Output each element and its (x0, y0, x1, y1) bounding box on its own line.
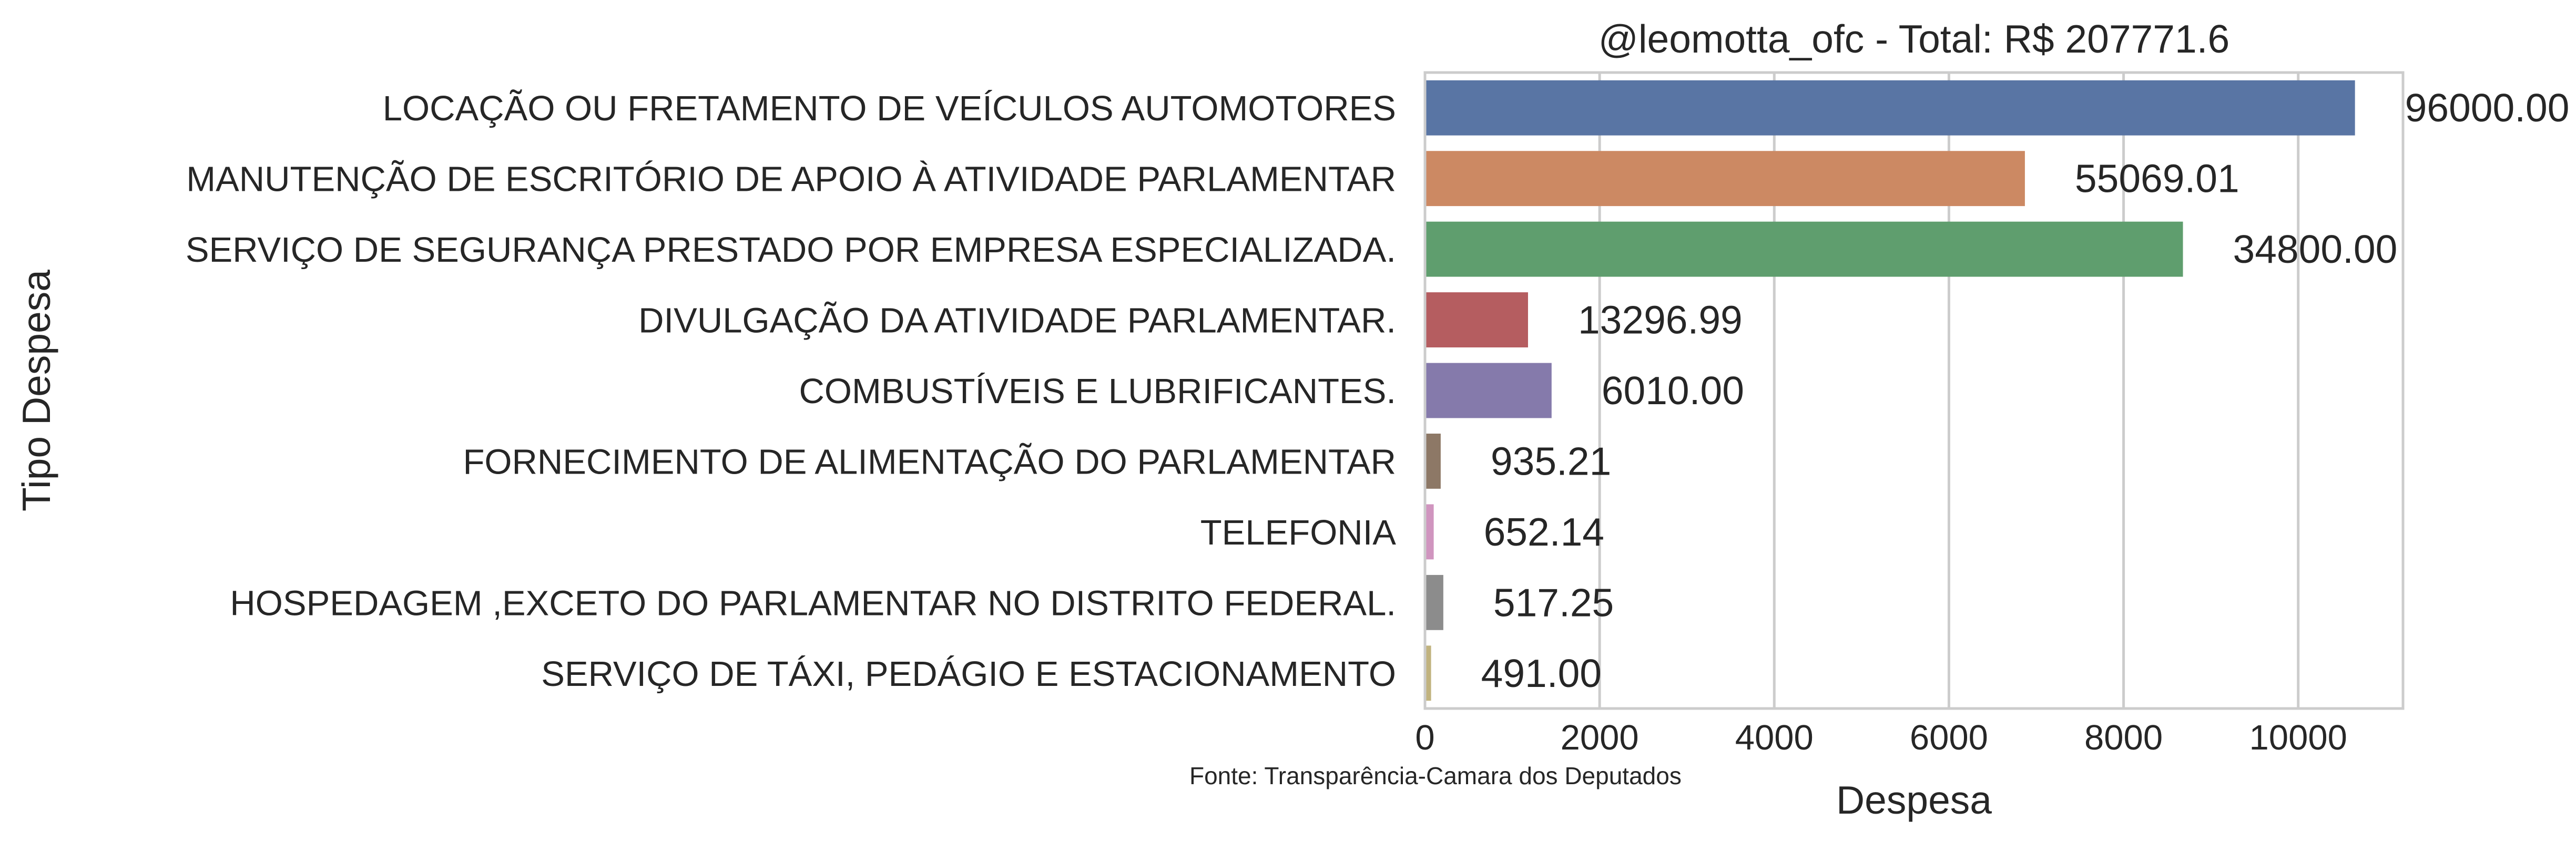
x-tick-label: 4000 (1735, 718, 1814, 757)
bars (1425, 80, 2355, 701)
bar (1425, 363, 1552, 418)
plot-frame (1423, 71, 2405, 710)
chart-title: @leomotta_ofc - Total: R$ 207771.6 (1598, 17, 2229, 61)
y-axis-label: Tipo Despesa (14, 270, 58, 511)
x-axis-label: Despesa (1836, 778, 1992, 822)
category-label: COMBUSTÍVEIS E LUBRIFICANTES. (799, 372, 1396, 411)
category-label: MANUTENÇÃO DE ESCRITÓRIO DE APOIO À ATIV… (186, 160, 1396, 199)
bar (1425, 574, 1443, 630)
bar-value-label: 13296.99 (1578, 298, 1743, 342)
bar (1425, 221, 2183, 277)
x-tick-label: 8000 (2084, 718, 2163, 757)
category-label: TELEFONIA (1200, 513, 1397, 552)
bar-value-label: 55069.01 (2075, 157, 2239, 201)
category-label: FORNECIMENTO DE ALIMENTAÇÃO DO PARLAMENT… (463, 442, 1397, 481)
x-tick-label: 2000 (1561, 718, 1639, 757)
bar-value-label: 491.00 (1481, 651, 1602, 695)
category-label: SERVIÇO DE SEGURANÇA PRESTADO POR EMPRES… (186, 230, 1396, 270)
bar-value-label: 517.25 (1493, 580, 1614, 624)
category-labels: LOCAÇÃO OU FRETAMENTO DE VEÍCULOS AUTOMO… (186, 89, 1396, 694)
bar-value-label: 96000.00 (2405, 86, 2570, 130)
category-label: HOSPEDAGEM ,EXCETO DO PARLAMENTAR NO DIS… (230, 583, 1396, 623)
bar (1425, 645, 1431, 701)
x-tick-label: 10000 (2249, 718, 2347, 757)
x-tick-label: 6000 (1910, 718, 1988, 757)
x-tick-label: 0 (1415, 718, 1434, 757)
x-tick-labels: 0 2000 4000 6000 8000 10000 (1415, 718, 2347, 757)
bar-value-label: 935.21 (1491, 439, 1611, 483)
bar (1425, 504, 1434, 560)
bar-value-label: 6010.00 (1602, 368, 1744, 413)
bar (1425, 434, 1441, 489)
bar-value-labels: 96000.00 55069.01 34800.00 13296.99 6010.00 9… (1481, 86, 2570, 695)
category-label: LOCAÇÃO OU FRETAMENTO DE VEÍCULOS AUTOMO… (383, 89, 1396, 128)
category-label: DIVULGAÇÃO DA ATIVIDADE PARLAMENTAR. (638, 301, 1396, 341)
bar-value-label: 34800.00 (2233, 227, 2398, 271)
category-label: SERVIÇO DE TÁXI, PEDÁGIO E ESTACIONAMENT… (541, 654, 1396, 694)
source-footnote: Fonte: Transparência-Camara dos Deputado… (1189, 762, 1682, 789)
bar-value-label: 652.14 (1484, 510, 1604, 554)
bar (1425, 151, 2025, 207)
bar (1425, 292, 1528, 347)
bar (1425, 80, 2355, 136)
